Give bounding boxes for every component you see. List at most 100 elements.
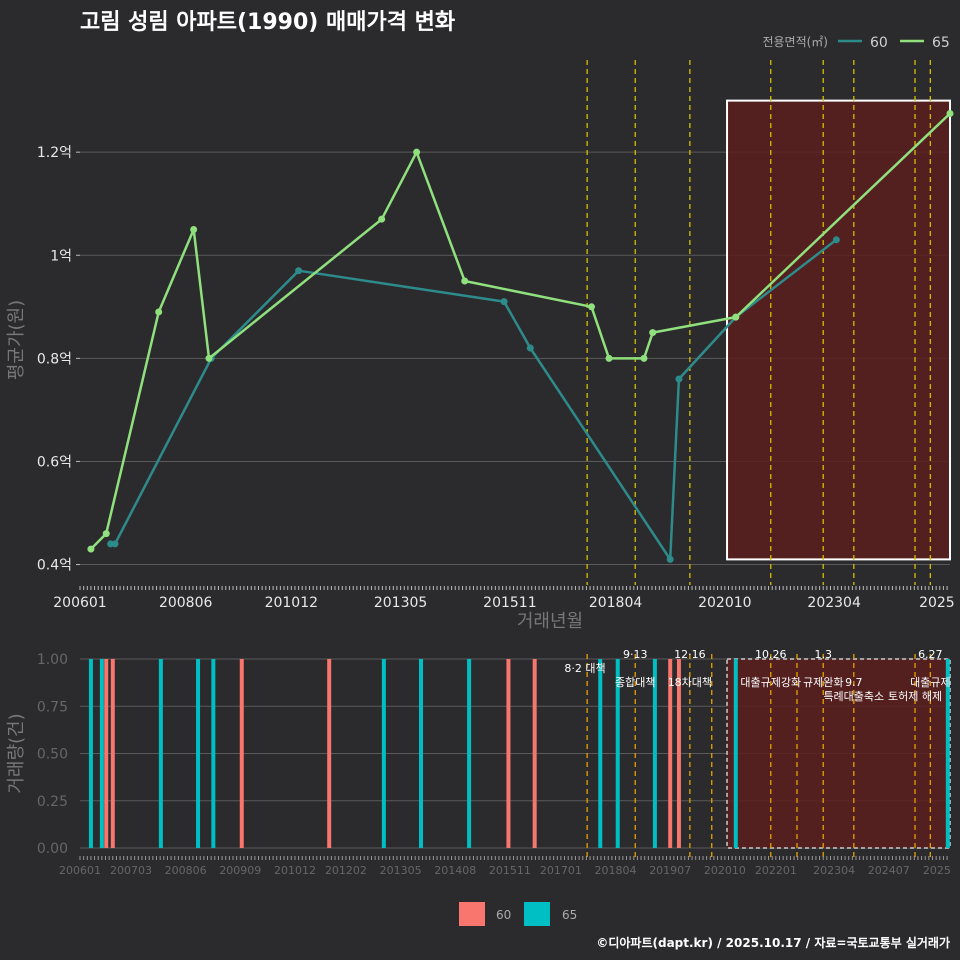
policy-annotation: 9.7 xyxy=(845,676,863,689)
policy-annotation: 대출규제 xyxy=(910,676,950,689)
policy-annotation: 종합대책 xyxy=(615,676,655,689)
bar-x-tick-label: 201408 xyxy=(434,864,476,877)
policy-annotation: 8·2 대책 xyxy=(564,662,605,675)
bar-60 xyxy=(239,659,244,848)
legend-label-bar-60: 60 xyxy=(496,908,511,922)
policy-annotation: 1.3 xyxy=(814,648,832,661)
x-tick-label: 201012 xyxy=(265,595,318,611)
policy-annotation: 18차대책 xyxy=(668,676,712,689)
legend-label-65: 65 xyxy=(932,35,950,51)
data-point-60 xyxy=(500,298,508,306)
x-tick-label: 202010 xyxy=(698,595,751,611)
policy-annotation: 6.27 xyxy=(918,648,943,661)
bar-65 xyxy=(652,659,657,848)
x-tick-label: 201511 xyxy=(483,595,536,611)
bar-x-tick-label: 200909 xyxy=(219,864,261,877)
bar-65 xyxy=(196,659,201,848)
policy-annotation: 9·13 xyxy=(623,648,648,661)
bar-65 xyxy=(88,659,93,848)
x-tick-label: 200601 xyxy=(53,595,106,611)
chart-title: 고림 성림 아파트(1990) 매매가격 변화 xyxy=(80,10,456,35)
bar-y-axis-title: 거래량(건) xyxy=(6,713,27,793)
series-line-60 xyxy=(110,238,838,561)
legend-title: 전용면적(㎡) xyxy=(762,35,828,49)
bar-65 xyxy=(945,659,950,848)
series-line-65 xyxy=(90,112,951,550)
policy-annotation: 12·16 xyxy=(674,648,706,661)
data-point-60 xyxy=(295,267,303,275)
data-point-65 xyxy=(605,354,613,362)
bar-65 xyxy=(733,659,738,848)
bar-60 xyxy=(668,659,673,848)
data-point-60 xyxy=(675,375,683,383)
bar-x-tick-label: 201202 xyxy=(325,864,367,877)
bar-65 xyxy=(99,659,104,848)
bar-x-tick-label: 200601 xyxy=(59,864,101,877)
y-tick-label: 1억 xyxy=(50,248,72,264)
x-tick-label: 201804 xyxy=(589,595,643,611)
x-tick-label: 2025 xyxy=(919,595,955,611)
bar-y-tick-label: 0.00 xyxy=(37,841,68,857)
data-point-65 xyxy=(155,308,163,316)
x-axis-title: 거래년월 xyxy=(517,611,583,632)
credit-text: ©디아파트(dapt.kr) / 2025.10.17 / 자료=국토교통부 실… xyxy=(596,936,950,950)
legend-label-60: 60 xyxy=(870,35,888,51)
x-tick-label: 201305 xyxy=(374,595,427,611)
x-tick-label: 202304 xyxy=(807,595,861,611)
bar-65 xyxy=(381,659,386,848)
bar-x-tick-label: 202010 xyxy=(704,864,746,877)
bar-60 xyxy=(506,659,511,848)
data-point-65 xyxy=(413,148,421,156)
bar-65 xyxy=(598,659,603,848)
data-point-65 xyxy=(732,313,740,321)
bar-x-tick-label: 201511 xyxy=(489,864,531,877)
data-point-60 xyxy=(832,236,840,244)
data-point-65 xyxy=(378,215,386,223)
bar-65 xyxy=(211,659,216,848)
bar-x-tick-label: 201804 xyxy=(595,864,637,877)
y-tick-label: 0.4억 xyxy=(37,558,72,574)
bar-65 xyxy=(467,659,472,848)
data-point-65 xyxy=(190,225,198,233)
bar-y-tick-label: 0.25 xyxy=(37,794,68,810)
legend-swatch-bar-65 xyxy=(524,902,550,926)
bar-60 xyxy=(532,659,537,848)
y-tick-label: 1.2억 xyxy=(37,145,72,161)
bar-x-tick-label: 201907 xyxy=(649,864,691,877)
data-point-65 xyxy=(461,277,469,285)
data-point-60 xyxy=(111,540,119,548)
data-point-65 xyxy=(205,354,213,362)
bar-x-tick-label: 201305 xyxy=(380,864,422,877)
bar-x-tick-label: 201012 xyxy=(274,864,316,877)
bar-65 xyxy=(615,659,620,848)
bar-x-tick-label: 200806 xyxy=(165,864,207,877)
legend-label-bar-65: 65 xyxy=(562,908,577,922)
bar-highlight-region xyxy=(726,658,951,849)
y-tick-label: 0.6억 xyxy=(37,454,72,470)
bar-x-tick-label: 200703 xyxy=(110,864,152,877)
policy-annotation: 토허제 해제 xyxy=(888,689,942,703)
bar-x-tick-label: 201701 xyxy=(540,864,582,877)
data-point-65 xyxy=(87,545,95,553)
y-tick-label: 0.8억 xyxy=(37,351,72,367)
bar-60 xyxy=(327,659,332,848)
bar-65 xyxy=(419,659,424,848)
bar-60 xyxy=(104,659,109,848)
bar-y-tick-label: 0.50 xyxy=(37,747,68,763)
data-point-65 xyxy=(946,110,954,118)
bar-y-tick-label: 1.00 xyxy=(37,652,68,668)
bar-60 xyxy=(110,659,115,848)
data-point-65 xyxy=(649,329,657,337)
bar-x-tick-label: 202407 xyxy=(868,864,910,877)
legend-swatch-bar-60 xyxy=(459,902,485,926)
policy-annotation: 10.26 xyxy=(755,648,787,661)
data-point-60 xyxy=(526,344,534,352)
bar-65 xyxy=(158,659,163,848)
data-point-65 xyxy=(102,530,110,538)
bar-x-tick-label: 202201 xyxy=(755,864,797,877)
policy-annotation: 규제완화 xyxy=(803,676,843,689)
bar-y-tick-label: 0.75 xyxy=(37,699,68,715)
highlight-region xyxy=(726,99,951,561)
